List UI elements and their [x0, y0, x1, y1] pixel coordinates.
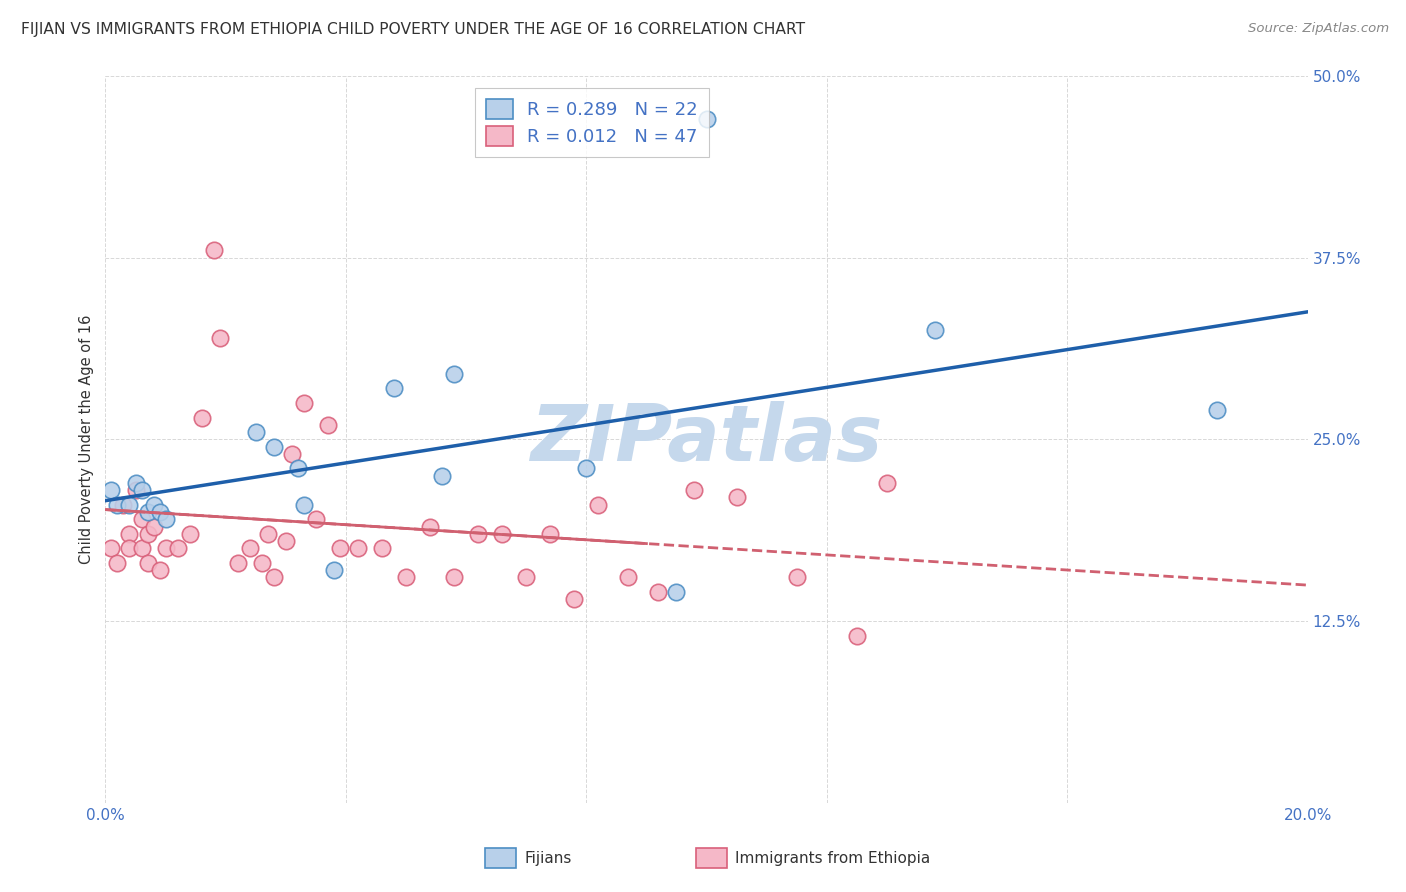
Point [588, 498, 610, 512]
Point [208, 330, 231, 344]
Text: Fijians: Fijians [524, 851, 572, 865]
Point [142, 519, 165, 533]
Point [382, 381, 405, 395]
Point [443, 570, 465, 584]
Point [725, 491, 748, 505]
Point [924, 323, 946, 337]
Point [107, 498, 129, 512]
Point [155, 512, 177, 526]
Point [263, 570, 285, 584]
Point [876, 475, 898, 490]
Point [112, 498, 135, 512]
Point [118, 541, 141, 556]
Point [239, 541, 262, 556]
Point [562, 592, 585, 607]
Point [647, 585, 669, 599]
Y-axis label: Child Poverty Under the Age of 16: Child Poverty Under the Age of 16 [79, 315, 94, 564]
Point [107, 556, 129, 570]
Point [131, 483, 153, 498]
Legend: R = 0.289   N = 22, R = 0.012   N = 47: R = 0.289 N = 22, R = 0.012 N = 47 [475, 88, 709, 157]
Point [256, 526, 278, 541]
Point [274, 534, 297, 549]
Point [142, 498, 165, 512]
Point [1206, 403, 1229, 417]
Text: Source: ZipAtlas.com: Source: ZipAtlas.com [1249, 22, 1389, 36]
Point [148, 505, 170, 519]
Point [131, 541, 153, 556]
Point [166, 541, 188, 556]
Point [226, 556, 249, 570]
Text: ZIPatlas: ZIPatlas [530, 401, 883, 477]
Point [329, 541, 352, 556]
Point [696, 112, 718, 127]
Point [136, 505, 159, 519]
Point [845, 629, 868, 643]
Point [202, 244, 225, 258]
Point [263, 440, 285, 454]
Point [683, 483, 706, 498]
Point [292, 396, 315, 410]
Point [292, 498, 315, 512]
Point [443, 367, 465, 381]
Point [395, 570, 418, 584]
Point [305, 512, 328, 526]
Point [617, 570, 640, 584]
Point [467, 526, 489, 541]
Point [131, 512, 153, 526]
Point [136, 556, 159, 570]
Point [100, 541, 122, 556]
Point [245, 425, 267, 439]
Point [515, 570, 537, 584]
Point [148, 563, 170, 577]
Point [155, 541, 177, 556]
Text: FIJIAN VS IMMIGRANTS FROM ETHIOPIA CHILD POVERTY UNDER THE AGE OF 16 CORRELATION: FIJIAN VS IMMIGRANTS FROM ETHIOPIA CHILD… [21, 22, 806, 37]
Point [100, 483, 122, 498]
Point [347, 541, 370, 556]
Point [136, 526, 159, 541]
Point [491, 526, 513, 541]
Point [538, 526, 561, 541]
Point [124, 483, 146, 498]
Point [190, 410, 212, 425]
Point [786, 570, 808, 584]
Point [179, 526, 201, 541]
Point [250, 556, 273, 570]
Text: Immigrants from Ethiopia: Immigrants from Ethiopia [735, 851, 931, 865]
Point [124, 475, 146, 490]
Point [575, 461, 598, 475]
Point [118, 498, 141, 512]
Point [118, 526, 141, 541]
Point [316, 417, 339, 432]
Point [371, 541, 394, 556]
Point [322, 563, 344, 577]
Point [281, 447, 304, 461]
Point [430, 468, 453, 483]
Point [287, 461, 309, 475]
Point [419, 519, 441, 533]
Point [665, 585, 688, 599]
